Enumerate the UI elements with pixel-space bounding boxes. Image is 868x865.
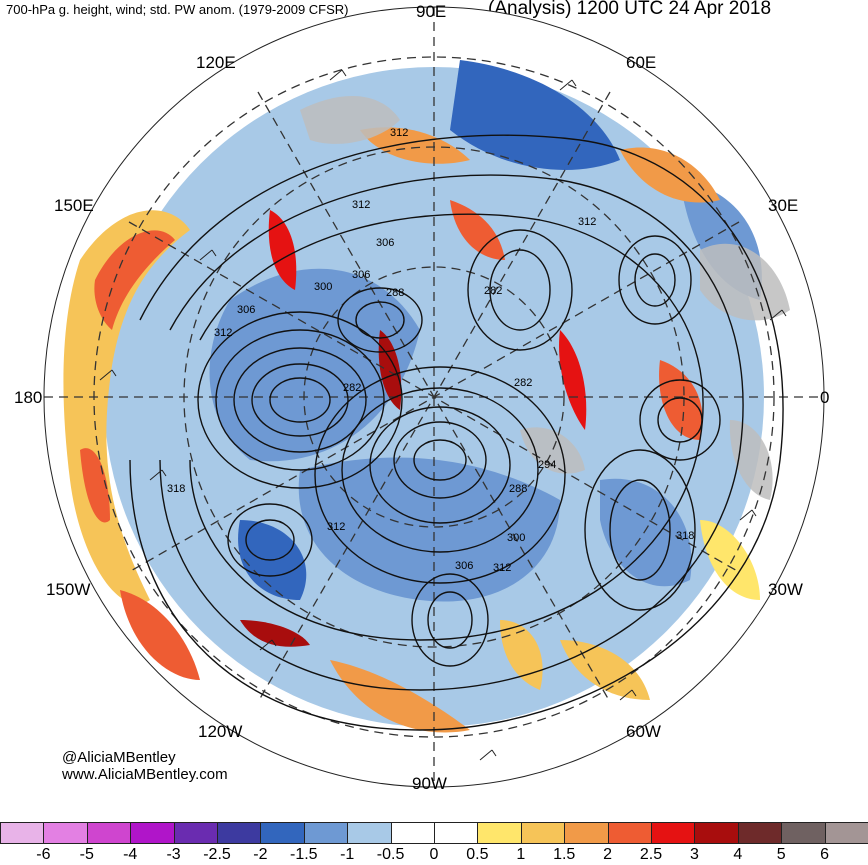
colorbar [0,822,868,844]
colorbar-tick-label: -6 [36,846,51,863]
contour-label: 318 [167,483,185,495]
credit-handle: @AliciaMBentley [62,749,176,766]
colorbar-tick-label: -0.5 [376,846,405,863]
lon-label-60w: 60W [626,722,661,741]
contour-label: 282 [484,285,502,297]
contour-label: 294 [538,459,556,471]
colorbar-swatch [694,822,739,844]
lon-label-90w: 90W [412,774,447,793]
lon-label-60e: 60E [626,53,657,72]
contour-label: 288 [509,483,527,495]
lon-label-150w: 150W [46,580,91,599]
colorbar-tick-label: -5 [79,846,94,863]
colorbar-swatch [173,822,218,844]
colorbar-tick-label: 0.5 [466,846,489,863]
contour-label: 312 [578,216,596,228]
colorbar-tick-label: -1 [340,846,355,863]
colorbar-tick-label: -1.5 [290,846,318,863]
polar-map: 312 312 312 306 306 300 288 282 282 306 … [43,6,825,788]
colorbar-swatch [477,822,522,844]
contour-label: 312 [352,199,370,211]
contour-labels: 312 312 312 306 306 300 288 282 282 306 … [167,127,694,574]
colorbar-swatch [434,822,479,844]
colorbar-swatch [390,822,435,844]
lon-label-120w: 120W [198,722,243,741]
contour-label: 306 [352,269,370,281]
colorbar-swatch [781,822,826,844]
contour-label: 300 [507,532,525,544]
lon-label-0: 0 [820,388,830,407]
colorbar-swatch [303,822,349,844]
colorbar-swatch [607,822,652,844]
colorbar-tick-label: 1 [516,846,526,863]
colorbar-tick-label: -2 [253,846,268,863]
contour-label: 300 [314,281,332,293]
contour-label: 288 [386,287,404,299]
colorbar-tick-label: 2.5 [639,846,663,863]
colorbar-tick-label: -3 [166,846,181,863]
colorbar-tick-label: 3 [689,846,699,863]
contour-label: 306 [237,304,255,316]
contour-label: 282 [343,382,361,394]
colorbar-swatch [43,822,88,844]
contour-label: 312 [390,127,408,139]
lon-label-30e: 30E [768,196,799,215]
colorbar-swatch [651,822,696,844]
contour-label: 306 [376,237,394,249]
contour-label: 312 [327,521,345,533]
colorbar-swatch [86,822,132,844]
lon-label-90e: 90E [416,2,447,21]
credit-website: www.AliciaMBentley.com [62,766,228,783]
colorbar-swatch [347,822,392,844]
colorbar-tick-label: 6 [820,846,830,863]
contour-label: 312 [214,327,232,339]
graticule [44,7,824,787]
colorbar-swatch [0,822,45,844]
colorbar-swatch [130,822,175,844]
colorbar-swatch [824,822,868,844]
colorbar-tick-label: -4 [123,846,138,863]
lon-label-30w: 30W [768,580,803,599]
contour-label: 312 [493,562,511,574]
lon-label-180: 180 [14,388,43,407]
colorbar-tick-label: -2.5 [203,846,231,863]
map-border [43,6,825,788]
colorbar-tick-label: 4 [733,846,743,863]
colorbar-swatch [737,822,783,844]
colorbar-swatch [217,822,262,844]
lon-label-120e: 120E [196,53,236,72]
contour-label: 318 [676,530,694,542]
colorbar-tick-label: 5 [776,846,786,863]
colorbar-swatch [564,822,609,844]
colorbar-tick-label: 0 [429,846,439,863]
wind-barbs [99,69,787,761]
colorbar-swatch [520,822,566,844]
colorbar-swatch [260,822,305,844]
colorbar-tick-label: 1.5 [553,846,576,863]
chart-title-right: (Analysis) 1200 UTC 24 Apr 2018 [488,0,772,19]
contour-label: 282 [514,377,532,389]
colorbar-tick-label: 2 [603,846,613,863]
contour-label: 306 [455,560,473,572]
chart-title-left: 700-hPa g. height, wind; std. PW anom. (… [6,2,349,17]
height-contours [129,134,784,731]
lon-label-150e: 150E [54,196,94,215]
